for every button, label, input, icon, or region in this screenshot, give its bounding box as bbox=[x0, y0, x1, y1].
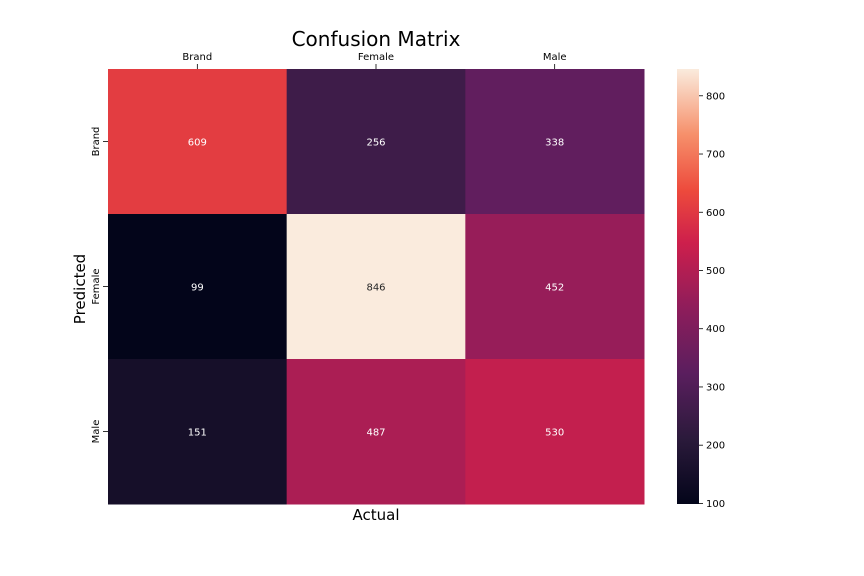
heatmap-cell bbox=[108, 359, 288, 505]
colorbar-tick-label: 800 bbox=[706, 91, 725, 102]
colorbar-tick-label: 600 bbox=[706, 208, 725, 219]
heatmap-cell bbox=[465, 359, 645, 505]
heatmap-cell bbox=[108, 214, 288, 360]
x-axis-label: Actual bbox=[353, 506, 400, 524]
cell-value-label: 151 bbox=[188, 428, 207, 439]
heatmap-cell bbox=[108, 69, 288, 215]
y-tick-label: Brand bbox=[91, 127, 102, 157]
y-tick-label: Female bbox=[91, 268, 102, 304]
cell-value-label: 99 bbox=[191, 283, 204, 294]
cell-value-label: 452 bbox=[545, 283, 564, 294]
x-tick-label: Male bbox=[543, 52, 567, 63]
y-tick-label: Male bbox=[91, 420, 102, 444]
colorbar-ticks: 100 200 300 400 500 600 700 800 bbox=[699, 91, 725, 510]
heatmap-cell bbox=[286, 359, 466, 505]
colorbar-tick-label: 300 bbox=[706, 382, 725, 393]
colorbar-gradient bbox=[677, 69, 699, 504]
x-tick-label: Female bbox=[358, 52, 394, 63]
colorbar-tick-label: 400 bbox=[706, 324, 725, 335]
cell-value-label: 256 bbox=[366, 138, 385, 149]
cell-value-label: 609 bbox=[188, 138, 207, 149]
heatmap-cells: 609 256 338 99 846 452 151 487 530 bbox=[108, 69, 645, 505]
heatmap-cell bbox=[286, 214, 466, 360]
cell-value-label: 487 bbox=[366, 428, 385, 439]
chart-title: Confusion Matrix bbox=[292, 27, 461, 51]
colorbar-tick-label: 100 bbox=[706, 499, 725, 510]
cell-value-label: 530 bbox=[545, 428, 564, 439]
x-tick-labels: Brand Female Male bbox=[182, 52, 567, 69]
cell-value-label: 338 bbox=[545, 138, 564, 149]
colorbar: 100 200 300 400 500 600 700 800 bbox=[677, 69, 725, 510]
colorbar-tick-label: 200 bbox=[706, 441, 725, 452]
colorbar-tick-label: 700 bbox=[706, 150, 725, 161]
x-tick-label: Brand bbox=[182, 52, 212, 63]
colorbar-tick-label: 500 bbox=[706, 266, 725, 277]
heatmap-cell bbox=[286, 69, 466, 215]
y-axis-label: Predicted bbox=[71, 254, 89, 324]
heatmap-cell bbox=[465, 214, 645, 360]
heatmap-cell bbox=[465, 69, 645, 215]
cell-value-label: 846 bbox=[366, 283, 385, 294]
y-tick-labels: Brand Female Male bbox=[91, 127, 108, 444]
